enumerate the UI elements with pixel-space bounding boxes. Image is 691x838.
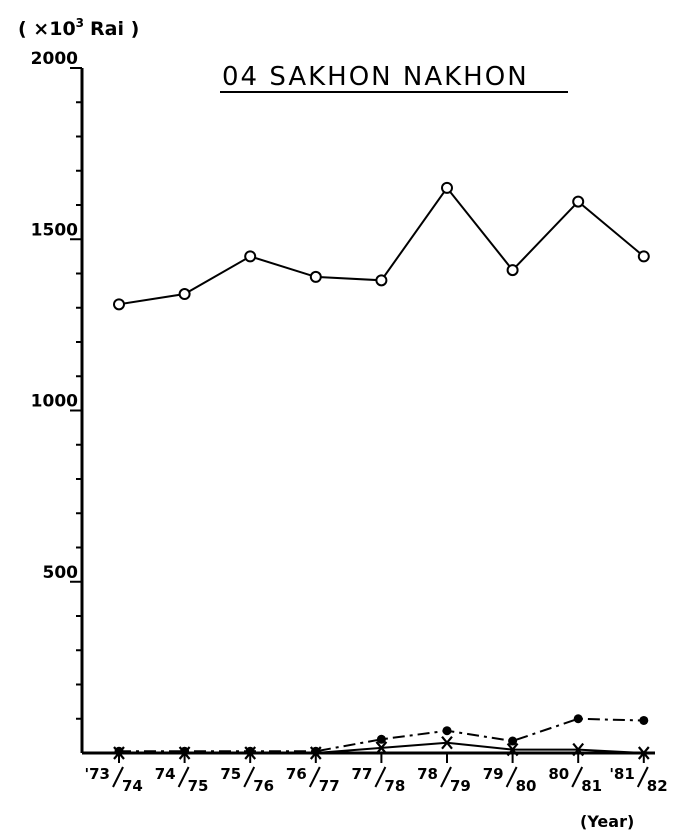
y-axis-unit-label: ( ×103 Rai ) (18, 16, 139, 40)
x-tick-label-top: 80 (548, 765, 569, 783)
x-tick-slash (243, 766, 256, 788)
series-2-point (573, 714, 583, 724)
x-tick-label-bottom: 74 (122, 777, 143, 795)
series-1-point (506, 264, 519, 277)
series-lines (118, 186, 645, 754)
series-3-point (637, 746, 650, 760)
x-tick-label-bottom: 76 (253, 777, 274, 795)
series-3-point (506, 742, 519, 757)
series-1-point (637, 250, 650, 263)
series-3-point (441, 736, 453, 750)
series-1-point (113, 298, 125, 311)
y-axis-unit: Rai ) (90, 18, 139, 40)
x-tick-label-bottom: 75 (188, 777, 209, 795)
x-tick-label-bottom: 82 (647, 777, 668, 795)
series-1-point (572, 195, 585, 208)
x-tick-slash (571, 766, 584, 788)
x-tick-label-top: 75 (220, 765, 241, 783)
series-3-point (178, 746, 191, 760)
x-tick-label-top: '73 (85, 765, 110, 783)
x-tick-label-top: 76 (286, 765, 307, 783)
series-2-line (119, 717, 644, 753)
y-axis-ticks: 500 1000 1500 2000 (31, 49, 82, 720)
x-tick-slash (505, 766, 518, 788)
x-tick-label-top: 78 (417, 765, 438, 783)
series-1-point (441, 181, 453, 194)
y-tick-label: 2000 (31, 49, 78, 69)
x-tick-label-top: 77 (352, 765, 373, 783)
x-tick-label-top: 74 (155, 765, 176, 783)
x-tick-slash (636, 766, 649, 788)
series-3-point (572, 742, 585, 757)
x-tick-label-bottom: 80 (516, 777, 537, 795)
series-1-point (178, 288, 191, 301)
x-tick-slash (177, 766, 190, 788)
series-2-point (508, 736, 518, 746)
x-tick-slash (308, 766, 321, 788)
x-tick-label-top: '81 (609, 765, 634, 783)
y-tick-label: 1000 (31, 392, 78, 412)
x-axis-title: (Year) (580, 812, 634, 831)
y-axis-unit-exponent: 3 (76, 16, 84, 30)
x-tick-label-bottom: 77 (319, 777, 340, 795)
x-axis-ticks: '73 74 74 75 75 76 76 77 77 78 78 79 79 80 80 81 '81 82 (85, 753, 668, 795)
x-tick-label-top: 79 (483, 765, 504, 783)
series-2-point (639, 715, 649, 725)
series-3-point (113, 746, 125, 760)
series-3-point (244, 746, 257, 760)
series-1-point (309, 270, 322, 283)
series-2-point (376, 734, 386, 744)
y-tick-label: 1500 (31, 220, 78, 240)
x-tick-slash (374, 766, 387, 788)
series-1-line (118, 186, 645, 306)
x-tick-slash (440, 766, 452, 788)
x-tick-label-bottom: 81 (581, 777, 602, 795)
series-1-point (244, 250, 257, 263)
x-tick-label-bottom: 78 (384, 777, 405, 795)
y-tick-label: 500 (43, 563, 79, 583)
x-tick-slash (112, 766, 124, 788)
series-3-point (309, 746, 322, 760)
series-2-point (442, 726, 452, 736)
series-1-point (375, 274, 388, 287)
x-tick-label-bottom: 79 (450, 777, 471, 795)
chart-title: 04 SAKHON NAKHON (222, 62, 529, 92)
series-3-point (375, 741, 388, 755)
series-markers (113, 181, 650, 760)
